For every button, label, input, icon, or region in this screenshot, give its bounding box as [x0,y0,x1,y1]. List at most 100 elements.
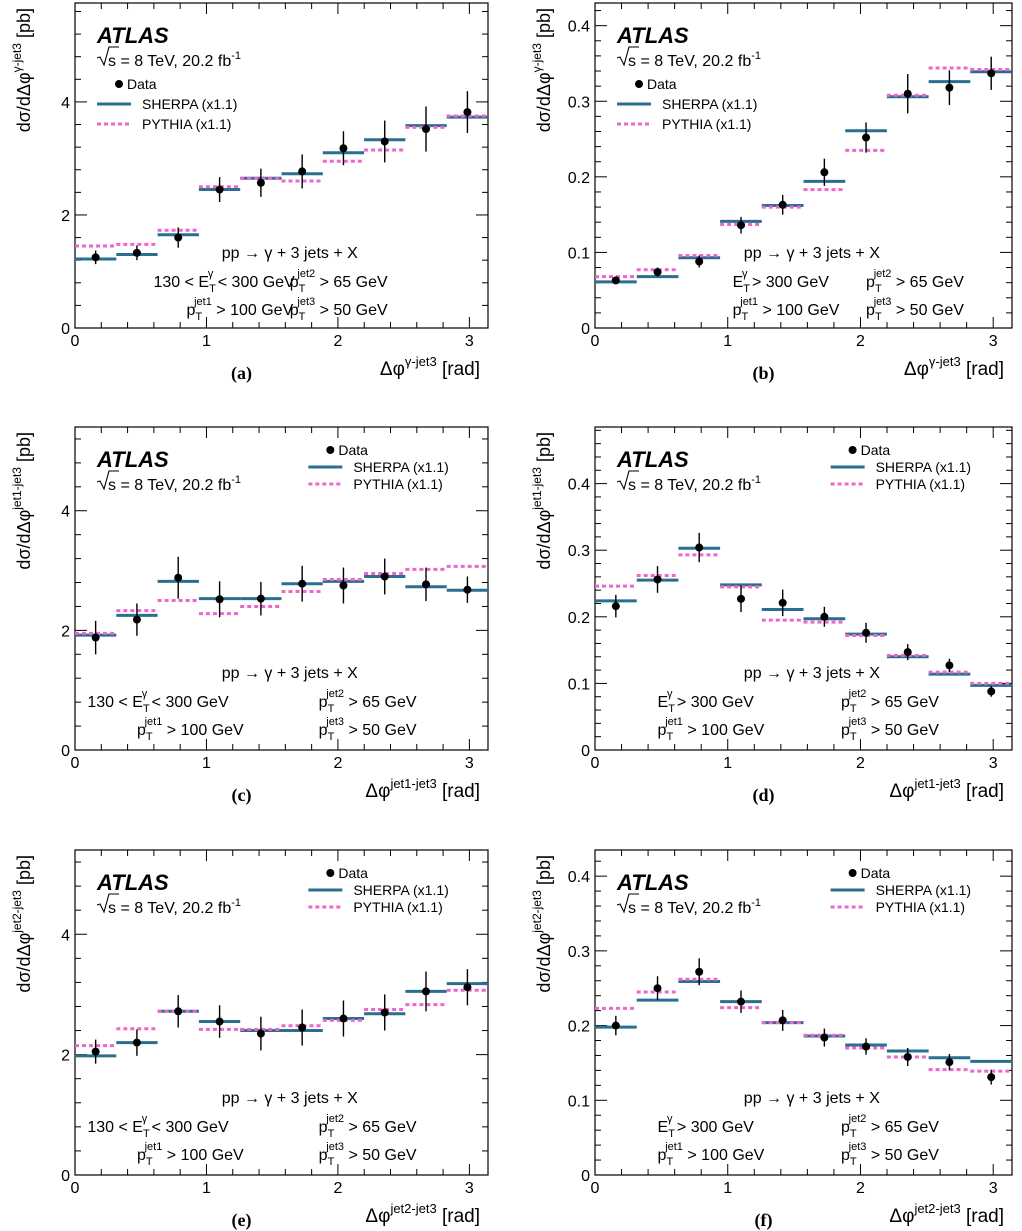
sqrt-sign-icon [96,46,119,67]
cut-label: pTjet3 > 50 GeV [319,1141,417,1168]
cut-label: pTjet2 > 65 GeV [841,688,939,715]
y-tick-label: 4 [61,95,70,112]
data-point [463,108,472,117]
data-point [987,687,996,696]
legend-pythia-label: PYTHIA (x1.1) [876,476,965,492]
data-point [256,1029,265,1038]
x-axis-label: Δφjet1-jet3 [rad] [365,776,480,802]
y-axis-label: dσ/dΔφjet2-jet3 [pb] [530,855,554,993]
cut-label: ETγ > 300 GeV [658,688,755,715]
y-tick-label: 4 [61,927,70,944]
data-point [91,253,100,262]
plot-frame [594,849,1013,1176]
y-tick-label: 0.2 [568,170,590,187]
data-point [174,1007,183,1016]
sqrt-sign-icon [616,470,639,491]
y-axis-label: dσ/dΔφγ-jet3 [pb] [10,8,34,132]
y-tick-label: 0 [61,1168,70,1185]
data-point [903,89,912,98]
atlas-label: ATLAS [96,23,169,48]
data-point [380,572,389,581]
x-tick-label: 1 [202,1180,211,1197]
legend-pythia-label: PYTHIA (x1.1) [353,899,442,915]
atlas-label: ATLAS [616,23,689,48]
data-point [945,1058,954,1067]
cut-label: pTjet2 > 65 GeV [319,688,417,715]
panel-caption: (a) [231,363,252,384]
data-point [215,595,224,604]
data-point [132,248,141,257]
cut-label: pTjet3 > 50 GeV [841,1141,939,1168]
plot-frame [594,426,1013,751]
data-point [380,1008,389,1017]
data-point [862,133,871,142]
legend-pythia-label: PYTHIA (x1.1) [662,116,751,132]
data-point [256,594,265,603]
x-tick-label: 0 [591,333,600,350]
data-point [778,1016,787,1025]
data-point [611,1021,620,1030]
y-tick-label: 0 [61,321,70,338]
data-point [653,575,662,584]
data-point [339,581,348,590]
atlas-label: ATLAS [616,870,689,895]
data-point [215,185,224,194]
legend-sherpa-label: SHERPA (x1.1) [353,882,448,898]
cut-label: pTjet2 > 65 GeV [319,1113,417,1140]
y-tick-label: 0.3 [568,944,590,961]
legend-pythia-label: PYTHIA (x1.1) [142,116,231,132]
process-label: pp → γ + 3 jets + X [222,245,358,262]
data-point [653,268,662,277]
data-point [298,1023,307,1032]
data-point [380,137,389,146]
data-point [174,233,183,242]
data-point [903,648,912,657]
cut-label: pTjet1 > 100 GeV [137,716,244,743]
data-point [339,144,348,153]
data-point [903,1052,912,1061]
cut-label: pTjet3 > 50 GeV [319,716,417,743]
y-tick-label: 0.2 [568,610,590,627]
x-tick-label: 1 [202,755,211,772]
x-axis-label: Δφγ-jet3 [rad] [380,354,480,380]
x-tick-label: 3 [465,755,474,772]
y-tick-label: 0.4 [568,869,590,886]
x-axis-label: Δφjet2-jet3 [rad] [365,1201,480,1227]
cut-label: pTjet3 > 50 GeV [841,716,939,743]
x-tick-label: 3 [989,1180,998,1197]
legend-data-label: Data [338,865,368,881]
cut-label: pTjet2 > 65 GeV [866,268,964,295]
cut-label: pTjet3 > 50 GeV [290,296,388,323]
data-point [463,983,472,992]
y-tick-label: 0.1 [568,676,590,693]
legend-pythia-label: PYTHIA (x1.1) [876,899,965,915]
y-tick-label: 4 [61,504,70,521]
data-point [778,200,787,209]
cut-label: pTjet1 > 100 GeV [658,716,765,743]
data-point [422,580,431,589]
x-tick-label: 2 [333,333,342,350]
y-tick-label: 0.1 [568,245,590,262]
cut-label: pTjet2 > 65 GeV [290,268,388,295]
energy-lumi-label: s = 8 TeV, 20.2 fb-1 [108,897,241,917]
data-point [298,579,307,588]
y-axis-label: dσ/dΔφjet1-jet3 [pb] [530,432,554,570]
y-tick-label: 0.3 [568,543,590,560]
data-point [463,585,472,594]
legend-pythia-label: PYTHIA (x1.1) [353,476,442,492]
energy-lumi-label: s = 8 TeV, 20.2 fb-1 [628,897,761,917]
data-point [91,1047,100,1056]
legend-data-marker [848,869,857,877]
y-tick-label: 0.3 [568,94,590,111]
x-tick-label: 3 [989,333,998,350]
legend-data-label: Data [647,76,677,92]
energy-lumi-label: s = 8 TeV, 20.2 fb-1 [108,474,241,494]
process-label: pp → γ + 3 jets + X [744,1090,880,1107]
